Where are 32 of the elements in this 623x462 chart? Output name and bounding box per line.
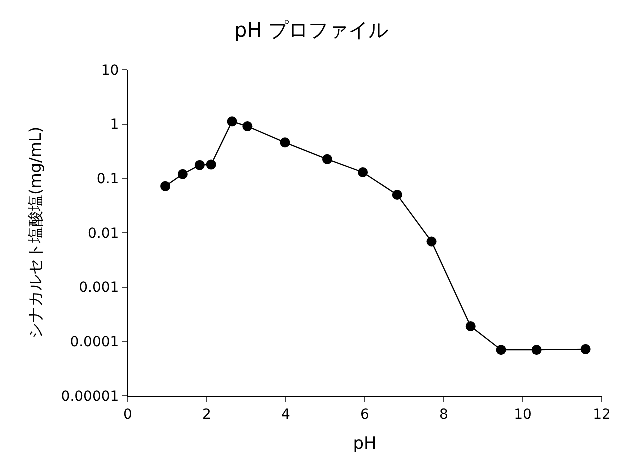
x-tick-label: 0 xyxy=(124,406,132,423)
point xyxy=(466,322,476,332)
x-tick-label: 4 xyxy=(282,406,291,423)
x-tick-label: 12 xyxy=(593,406,611,423)
y-tick-label: 0.0001 xyxy=(70,334,120,351)
point xyxy=(280,138,290,148)
y-tick-label: 0.001 xyxy=(79,280,120,296)
y-tick-label: 0.00001 xyxy=(61,388,120,405)
point xyxy=(358,167,368,178)
point xyxy=(178,169,188,180)
point xyxy=(532,345,542,356)
point xyxy=(580,344,591,354)
point xyxy=(426,236,437,247)
y-tick-label: 0.01 xyxy=(88,226,120,242)
point xyxy=(322,154,332,164)
x-tick-label: 10 xyxy=(514,406,532,423)
x-tick-label: 6 xyxy=(360,406,370,423)
x-axis-title: pH xyxy=(353,434,377,454)
point xyxy=(227,116,238,127)
x-tick-label: 8 xyxy=(440,406,448,423)
point xyxy=(392,190,402,200)
y-tick-label: 10 xyxy=(101,62,120,79)
chart-title: pH プロファイル xyxy=(234,18,389,42)
y-axis-title: シナカルセト塩酸塩(mg/mL) xyxy=(26,126,46,340)
point xyxy=(160,181,171,192)
point xyxy=(194,160,205,170)
y-tick-label: 0.1 xyxy=(96,172,120,188)
y-tick-label: 1 xyxy=(110,117,120,134)
point xyxy=(242,122,253,132)
point xyxy=(206,160,216,170)
point xyxy=(496,345,506,356)
x-tick-label: 2 xyxy=(202,406,212,423)
